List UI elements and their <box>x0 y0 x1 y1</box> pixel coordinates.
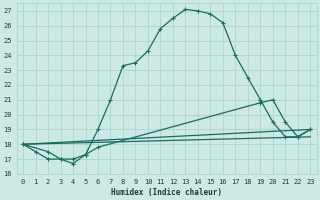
X-axis label: Humidex (Indice chaleur): Humidex (Indice chaleur) <box>111 188 222 197</box>
